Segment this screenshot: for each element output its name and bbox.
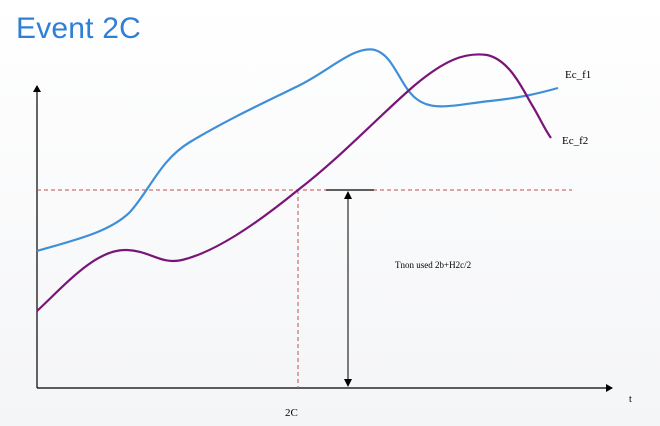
series-label-ec-f1: Ec_f1: [565, 69, 591, 81]
threshold-label: Tnon used 2b+H2c/2: [395, 260, 471, 270]
series-label-ec-f2: Ec_f2: [562, 135, 588, 147]
series-line-ec-f1: [36, 48, 559, 253]
slide-title: Event 2C: [16, 12, 141, 45]
x-axis-label: t: [629, 394, 632, 405]
event-label: 2C: [285, 407, 298, 419]
series-line-ec-f2: [36, 53, 552, 312]
